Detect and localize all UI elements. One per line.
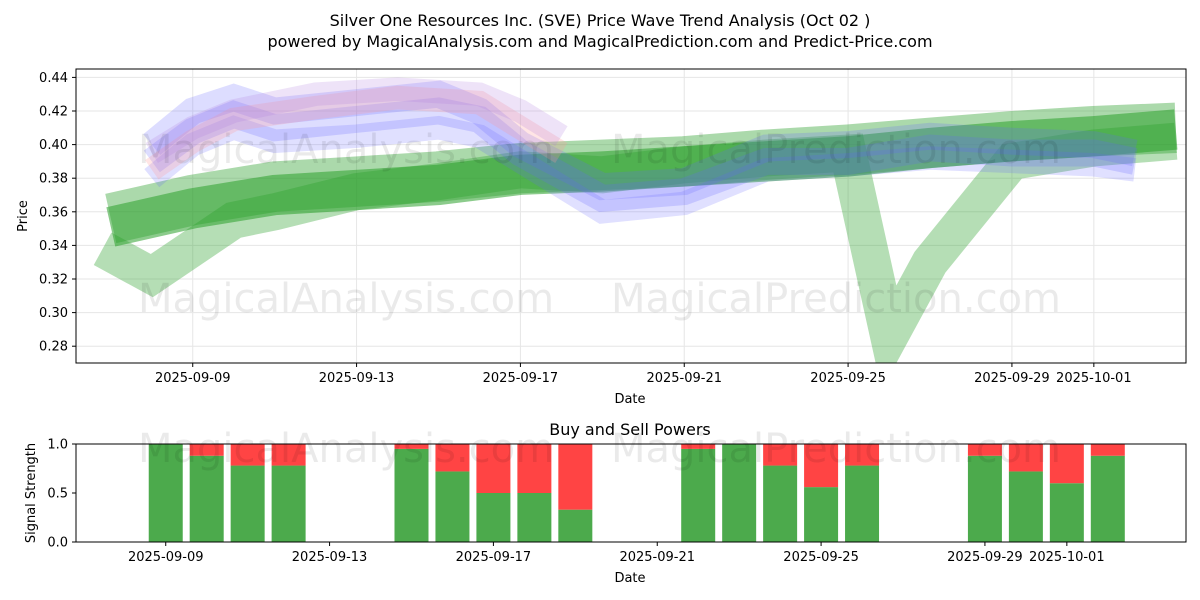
signal-watermarks: MagicalAnalysis.com MagicalPrediction.co…	[138, 426, 1061, 472]
price-wave-bands	[93, 77, 1178, 363]
buy-bar	[804, 487, 839, 542]
watermark-prediction-signal: MagicalPrediction.com	[611, 426, 1061, 472]
buy-bar	[271, 465, 306, 542]
signal-y-tick-label: 0.0	[47, 536, 68, 551]
price-y-tick-label: 0.30	[39, 306, 68, 321]
signal-bars	[148, 444, 1125, 542]
price-band-green-1	[105, 102, 1177, 244]
price-y-tick-label: 0.34	[39, 239, 68, 254]
signal-x-tick-label: 2025-09-13	[292, 550, 368, 565]
watermark-analysis-top: MagicalAnalysis.com	[138, 127, 554, 173]
signal-x-tick-label: 2025-09-25	[783, 550, 859, 565]
signal-x-tick-label: 2025-10-01	[1029, 550, 1105, 565]
price-y-tick-label: 0.28	[39, 340, 68, 355]
signal-y-tick-label: 1.0	[47, 438, 68, 453]
price-x-tick-label: 2025-09-09	[155, 371, 231, 386]
buy-bar	[476, 493, 511, 542]
price-x-tick-label: 2025-09-21	[646, 371, 722, 386]
sell-bar	[967, 444, 1002, 456]
buy-bar	[394, 448, 429, 542]
price-band-red_pink-6	[145, 85, 568, 180]
buy-bar	[148, 444, 183, 542]
buy-bar	[845, 465, 880, 542]
signal-x-tick-label: 2025-09-09	[128, 550, 204, 565]
price-x-tick-label: 2025-09-25	[810, 371, 886, 386]
price-y-tick-label: 0.44	[39, 71, 68, 86]
buy-bar	[517, 493, 552, 542]
price-band-blue-4	[143, 80, 1138, 201]
price-y-tick-label: 0.36	[39, 205, 68, 220]
price-band-green-2	[93, 122, 1178, 363]
sell-bar	[845, 444, 880, 466]
signal-chart-title: Buy and Sell Powers	[549, 420, 711, 439]
price-band-green-0	[106, 109, 1178, 247]
sell-bar	[517, 444, 552, 493]
signal-x-tick-label: 2025-09-17	[456, 550, 532, 565]
watermark-prediction-top: MagicalPrediction.com	[611, 127, 1061, 173]
sell-bar	[681, 444, 716, 449]
price-band-blue-5	[144, 115, 1137, 224]
price-y-tick-label: 0.32	[39, 273, 68, 288]
price-x-tick-label: 2025-10-01	[1056, 371, 1132, 386]
signal-panel: Buy and Sell Powers MagicalAnalysis.com …	[24, 420, 1187, 586]
signal-y-tick-label: 0.5	[47, 487, 68, 502]
buy-bar	[763, 465, 798, 542]
price-x-axis-label: Date	[614, 392, 645, 407]
buy-bar	[1049, 483, 1084, 542]
buy-bar	[722, 444, 757, 542]
price-y-tick-label: 0.40	[39, 138, 68, 153]
signal-x-ticks: 2025-09-09 2025-09-13 2025-09-17 2025-09-21…	[128, 542, 1105, 565]
watermark-prediction-bottom: MagicalPrediction.com	[611, 276, 1061, 322]
price-y-tick-label: 0.38	[39, 172, 68, 187]
price-plot-frame	[75, 68, 1187, 364]
price-x-tick-label: 2025-09-29	[974, 371, 1050, 386]
sell-bar	[1090, 444, 1125, 456]
buy-bar	[681, 448, 716, 542]
sell-bar	[1008, 444, 1043, 472]
signal-x-tick-label: 2025-09-29	[947, 550, 1023, 565]
sell-bar	[1049, 444, 1084, 484]
chart-title: Silver One Resources Inc. (SVE) Price Wa…	[330, 11, 871, 30]
signal-y-axis-label: Signal Strength	[24, 443, 39, 543]
signal-x-axis-label: Date	[614, 571, 645, 586]
price-x-ticks: 2025-09-09 2025-09-13 2025-09-17 2025-09-21…	[155, 363, 1132, 386]
sell-bar	[558, 444, 593, 510]
buy-bar	[1090, 455, 1125, 542]
watermark-analysis-bottom: MagicalAnalysis.com	[138, 276, 554, 322]
price-y-axis-label: Price	[16, 200, 31, 232]
watermark-analysis-signal: MagicalAnalysis.com	[138, 426, 554, 472]
price-x-tick-label: 2025-09-13	[319, 371, 395, 386]
sell-bar	[271, 444, 306, 466]
price-band-blue-3	[143, 97, 1138, 213]
buy-bar	[967, 455, 1002, 542]
sell-bar	[763, 444, 798, 466]
sell-bar	[804, 444, 839, 488]
signal-x-tick-label: 2025-09-21	[619, 550, 695, 565]
price-y-tick-label: 0.42	[39, 105, 68, 120]
sell-bar	[476, 444, 511, 493]
price-y-ticks: 0.28 0.30 0.32 0.34 0.36 0.38 0.40 0.42 0.44	[39, 71, 76, 355]
buy-bar	[1008, 471, 1043, 542]
signal-y-ticks: 0.0 0.5 1.0	[47, 438, 76, 551]
sell-bar	[435, 444, 470, 472]
buy-bar	[230, 465, 265, 542]
price-x-tick-label: 2025-09-17	[483, 371, 559, 386]
sell-bar	[189, 444, 224, 456]
price-panel: MagicalAnalysis.com MagicalPrediction.co…	[16, 68, 1187, 407]
buy-bar	[558, 509, 593, 542]
price-watermarks: MagicalAnalysis.com MagicalPrediction.co…	[138, 127, 1061, 322]
sell-bar	[230, 444, 265, 466]
chart-subtitle: powered by MagicalAnalysis.com and Magic…	[267, 32, 932, 51]
buy-bar	[189, 455, 224, 542]
price-band-purple-7	[145, 77, 568, 164]
sell-bar	[394, 444, 429, 449]
buy-bar	[435, 471, 470, 542]
